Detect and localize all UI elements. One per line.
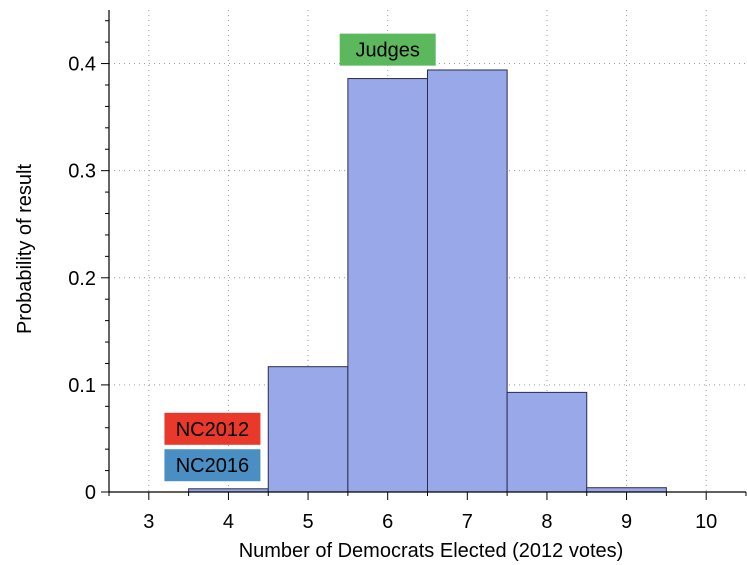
x-tick-label: 7 — [462, 511, 473, 533]
histogram-bar — [427, 69, 508, 493]
histogram-bar — [586, 487, 667, 493]
annotation-label: NC2012 — [176, 419, 249, 441]
annotation-label: Judges — [355, 40, 420, 62]
annotation-label: NC2016 — [176, 455, 249, 477]
annotations: Judges NC2012 NC2016 — [164, 33, 436, 482]
histogram-bar — [267, 366, 349, 493]
y-tick-label: 0.3 — [68, 161, 96, 183]
x-tick-label: 6 — [382, 511, 393, 533]
annotation-box — [164, 412, 261, 445]
x-tick-label: 10 — [695, 511, 717, 533]
bars — [188, 69, 667, 493]
axes — [101, 10, 747, 500]
x-tick-label: 3 — [143, 511, 154, 533]
histogram-bar — [506, 391, 588, 493]
x-tick-label: 4 — [223, 511, 234, 533]
y-axis-title: Probability of result — [14, 164, 36, 335]
histogram-bar — [347, 78, 428, 493]
x-tick-label: 5 — [303, 511, 314, 533]
x-tick-label: 8 — [541, 511, 552, 533]
y-tick-label: 0.2 — [68, 268, 96, 290]
x-axis-title: Number of Democrats Elected (2012 votes) — [239, 540, 624, 562]
y-tick-label: 0 — [85, 482, 96, 504]
tick-labels: 3 4 5 6 7 8 9 10 0 0.1 0.2 0.3 0.4 — [68, 54, 717, 533]
x-tick-label: 9 — [621, 511, 632, 533]
annotation-box — [339, 33, 436, 66]
y-tick-label: 0.1 — [68, 375, 96, 397]
y-tick-label: 0.4 — [68, 54, 96, 76]
annotation-box — [164, 449, 261, 482]
